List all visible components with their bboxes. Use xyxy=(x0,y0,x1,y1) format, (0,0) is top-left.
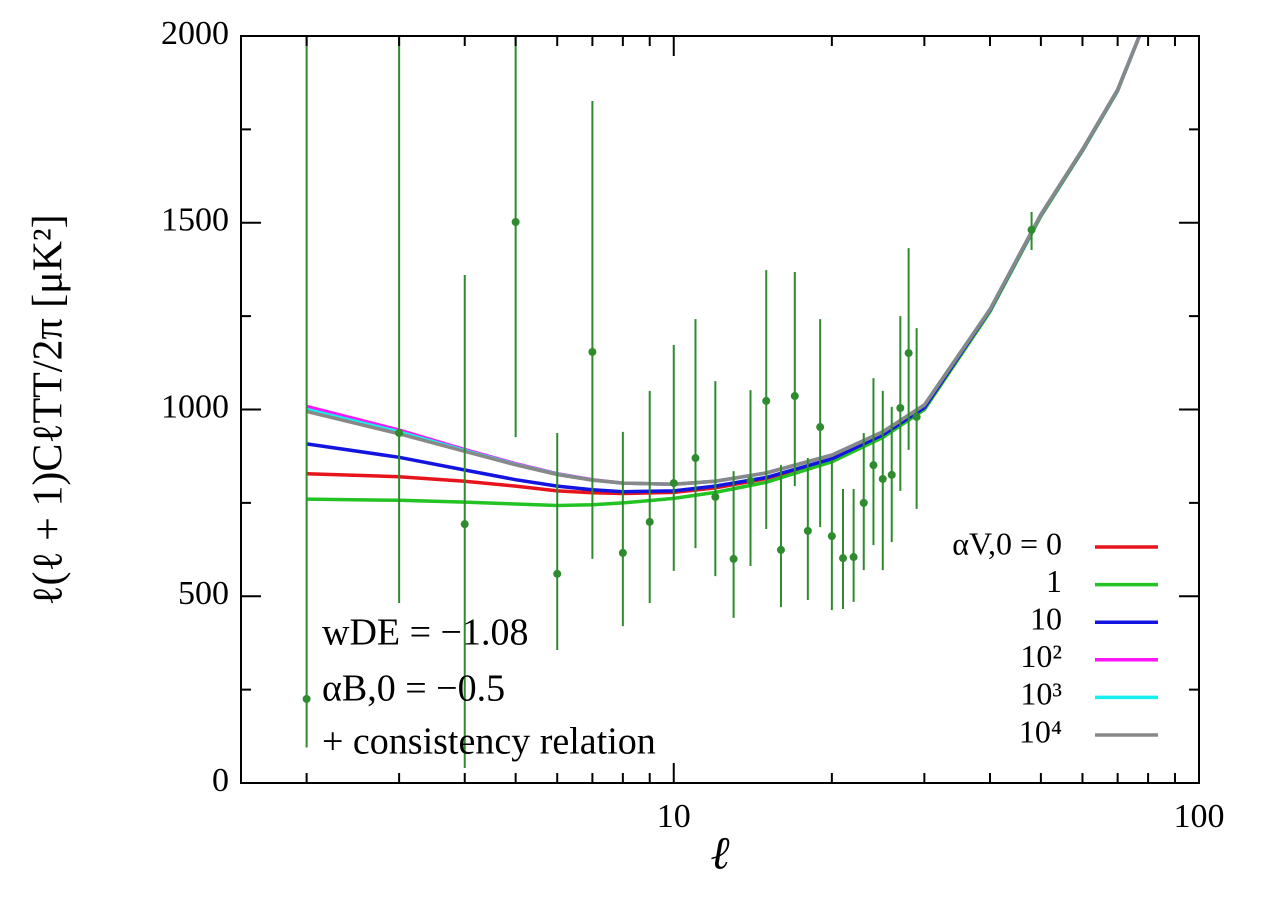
data-point xyxy=(790,392,799,401)
data-point xyxy=(460,520,469,529)
data-point xyxy=(395,429,404,438)
data-point xyxy=(859,498,868,507)
data-point xyxy=(827,532,836,541)
data-point xyxy=(838,554,847,563)
data-point xyxy=(904,349,913,358)
y-axis-label: ℓ(ℓ + 1)CℓTT/2π [μK²] xyxy=(26,214,72,605)
data-point xyxy=(762,396,771,405)
data-point xyxy=(691,454,700,463)
curve xyxy=(306,36,1142,508)
data-point xyxy=(869,461,878,470)
data-point xyxy=(711,492,720,501)
legend-label: 1 xyxy=(1046,563,1062,599)
data-point xyxy=(553,569,562,578)
data-point xyxy=(849,553,858,562)
y-tick-label: 2000 xyxy=(161,15,229,52)
data-point xyxy=(803,526,812,535)
data-point xyxy=(1027,225,1036,234)
data-point xyxy=(588,347,597,356)
data-point xyxy=(302,694,311,703)
data-point xyxy=(729,554,738,563)
data-point xyxy=(878,474,887,483)
legend-label: 10 xyxy=(1030,601,1062,637)
legend-label: 10⁴ xyxy=(1019,713,1062,749)
annotation: αB,0 = −0.5 xyxy=(322,668,505,710)
data-point xyxy=(746,476,755,485)
data-point xyxy=(776,545,785,554)
data-point xyxy=(669,479,678,488)
x-axis-label: ℓ xyxy=(710,828,730,879)
data-point xyxy=(896,404,905,413)
y-tick-label: 1500 xyxy=(161,202,229,239)
data-point xyxy=(645,517,654,526)
data-point xyxy=(887,470,896,479)
annotation: wDE = −1.08 xyxy=(322,612,528,654)
legend-label: 10³ xyxy=(1020,676,1062,712)
annotation: + consistency relation xyxy=(322,721,656,763)
plot-area xyxy=(302,36,1142,769)
x-tick-label: 10 xyxy=(657,798,691,835)
x-tick-label: 100 xyxy=(1174,798,1225,835)
data-point xyxy=(511,218,520,227)
data-point xyxy=(618,548,627,557)
data-point xyxy=(816,423,825,432)
data-point xyxy=(912,412,921,421)
legend-label: 10² xyxy=(1020,638,1062,674)
legend-label: αV,0 = 0 xyxy=(952,525,1062,561)
y-tick-label: 0 xyxy=(212,762,229,799)
y-tick-label: 1000 xyxy=(161,388,229,425)
curve xyxy=(306,36,1142,486)
y-tick-label: 500 xyxy=(178,575,229,612)
